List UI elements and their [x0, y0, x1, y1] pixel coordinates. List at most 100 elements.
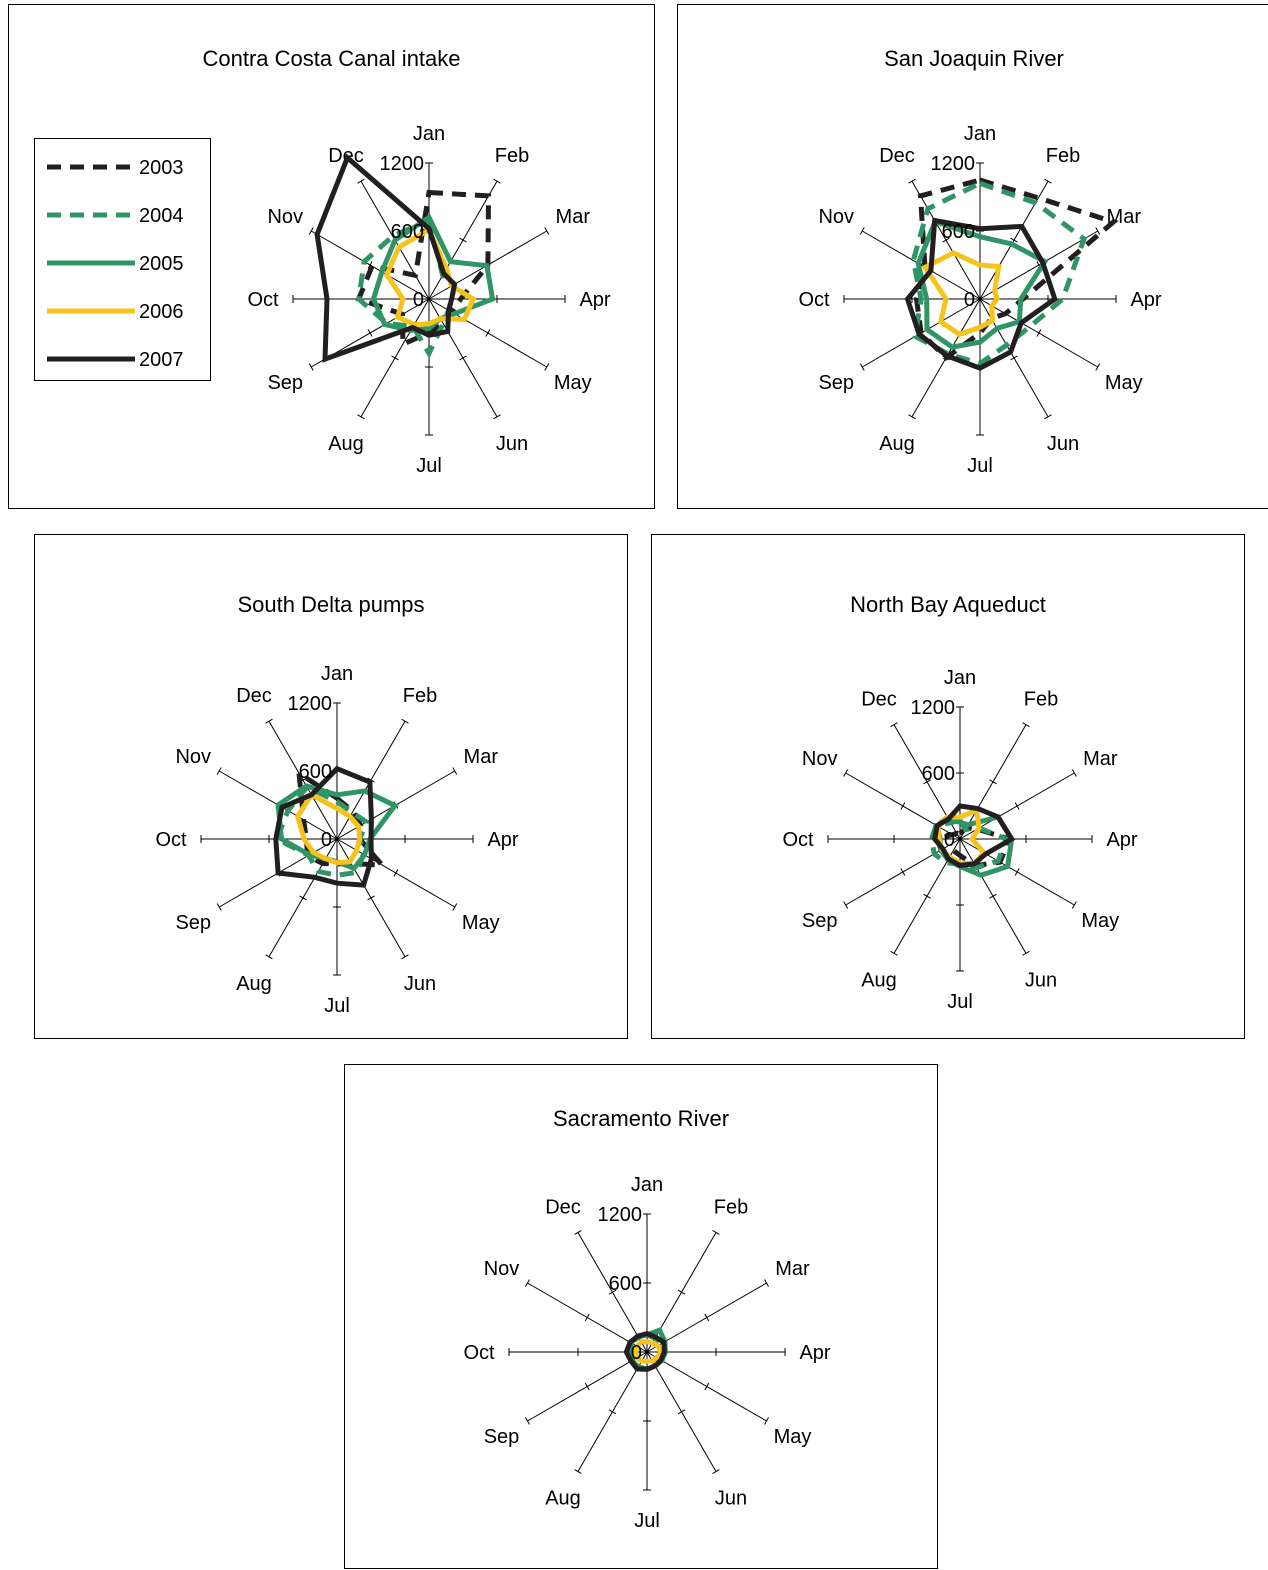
spoke-tick [1010, 355, 1018, 361]
spoke-tick [216, 903, 222, 911]
radial-tick-label: 0 [321, 829, 332, 851]
month-label-feb: Feb [1046, 145, 1080, 167]
spoke-tick [859, 227, 865, 235]
spoke-tick [1014, 868, 1020, 876]
spoke-tick [764, 1279, 769, 1287]
series-2003 [355, 189, 492, 348]
spoke-tick [544, 227, 550, 235]
month-label-jul: Jul [634, 1510, 660, 1532]
legend-label-2006: 2006 [139, 301, 184, 323]
spoke-tick [265, 954, 273, 960]
month-label-aug: Aug [861, 969, 897, 991]
month-label-dec: Dec [861, 689, 897, 711]
spoke-tick [1036, 329, 1042, 337]
month-label-mar: Mar [775, 1258, 810, 1280]
spoke-tick [367, 895, 375, 901]
month-label-oct: Oct [798, 289, 830, 311]
month-label-sep: Sep [818, 372, 854, 394]
month-label-jan: Jan [944, 667, 976, 689]
spoke-tick [401, 718, 409, 724]
radial-tick-label: 0 [631, 1342, 642, 1364]
month-label-may: May [1105, 372, 1143, 394]
radial-tick-label: 600 [391, 221, 424, 243]
chart-title: Sacramento River [552, 1106, 730, 1131]
series-2007 [932, 803, 1016, 868]
spoke-tick [608, 1409, 617, 1415]
radial-tick-label: 1200 [931, 153, 976, 175]
month-label-mar: Mar [556, 206, 591, 228]
spoke-tick [308, 363, 314, 371]
month-label-jan: Jan [413, 123, 445, 145]
radial-tick-label: 0 [964, 289, 975, 311]
spoke-tick [989, 779, 997, 785]
chart-title: North Bay Aqueduct [850, 592, 1046, 617]
radial-tick-label: 600 [299, 761, 332, 783]
month-label-may: May [1081, 910, 1119, 932]
month-label-jan: Jan [964, 123, 996, 145]
month-label-may: May [554, 372, 592, 394]
month-label-aug: Aug [879, 433, 915, 455]
series-2006 [383, 226, 477, 328]
spoke-tick [890, 950, 898, 956]
month-label-feb: Feb [1024, 689, 1058, 711]
month-label-oct: Oct [463, 1342, 495, 1364]
spoke-tick [452, 903, 458, 911]
chart-title: South Delta pumps [237, 592, 425, 617]
month-label-jul: Jul [947, 991, 973, 1013]
month-label-feb: Feb [495, 145, 529, 167]
series-2006 [921, 250, 1002, 338]
spoke-tick [712, 1230, 720, 1235]
month-label-mar: Mar [1083, 748, 1118, 770]
series-2005 [370, 213, 496, 333]
spoke-tick [367, 261, 373, 269]
month-label-aug: Aug [545, 1487, 581, 1509]
radar-chart-sacramento: Jan Feb Mar Apr May Jun Jul Aug Sep Oct Nov Dec 0 600… [463, 1174, 830, 1532]
month-label-sep: Sep [484, 1426, 520, 1448]
month-label-apr: Apr [1130, 289, 1161, 311]
spoke-tick [357, 414, 365, 420]
chart-panel-san-joaquin: San Joaquin River Jan Feb Mar Apr May Jun Jul A… [677, 4, 1268, 509]
month-label-apr: Apr [579, 289, 610, 311]
series-2006 [632, 1339, 664, 1364]
legend-label-2005: 2005 [139, 253, 184, 275]
spoke-tick [677, 1289, 686, 1295]
spoke-tick [584, 1382, 590, 1391]
spoke-tick [525, 1417, 530, 1425]
legend-label-2004: 2004 [139, 205, 184, 227]
month-label-aug: Aug [328, 433, 364, 455]
spoke-tick [900, 868, 906, 876]
month-label-nov: Nov [175, 746, 211, 768]
spoke-tick [574, 1230, 582, 1235]
month-label-mar: Mar [464, 746, 499, 768]
spoke-tick [574, 1469, 582, 1474]
spoke-tick [843, 769, 849, 777]
month-label-apr: Apr [799, 1342, 830, 1364]
spoke-tick [908, 178, 916, 184]
spoke-tick [923, 893, 931, 899]
spoke-tick [308, 227, 314, 235]
legend-entries: 2003 2004 2005 2006 2007 [47, 157, 184, 371]
month-label-nov: Nov [267, 206, 303, 228]
spoke-tick [704, 1313, 710, 1322]
chart-panel-contra-costa: Contra Costa Canal intake Jan Feb Mar Apr Ma… [8, 4, 655, 509]
radar-chart-south-delta: Jan Feb Mar Apr May Jun Jul Aug Sep Oct Nov Dec 0 600… [155, 663, 518, 1017]
radar-chart-contra-costa: JanFebMarAprMayJunJulAugSepOctNovDec0600… [247, 123, 610, 477]
month-label-may: May [774, 1426, 812, 1448]
chart-title: Contra Costa Canal intake [202, 46, 461, 71]
spoke-tick [493, 414, 501, 420]
series-2007 [314, 153, 458, 363]
month-label-jun: Jun [1047, 433, 1079, 455]
month-label-jun: Jun [404, 973, 436, 995]
month-label-jan: Jan [321, 663, 353, 685]
spoke-tick [544, 363, 550, 371]
series-2003 [934, 824, 1013, 869]
spoke-tick [712, 1469, 720, 1474]
spoke-tick [493, 178, 501, 184]
month-label-apr: Apr [487, 829, 518, 851]
spoke-tick [942, 237, 950, 243]
spoke-tick [357, 178, 365, 184]
spoke-tick [1095, 363, 1101, 371]
legend: 2003 2004 2005 2006 2007 [34, 138, 211, 381]
radial-tick-label: 1200 [911, 697, 956, 719]
spoke-tick [216, 767, 222, 775]
